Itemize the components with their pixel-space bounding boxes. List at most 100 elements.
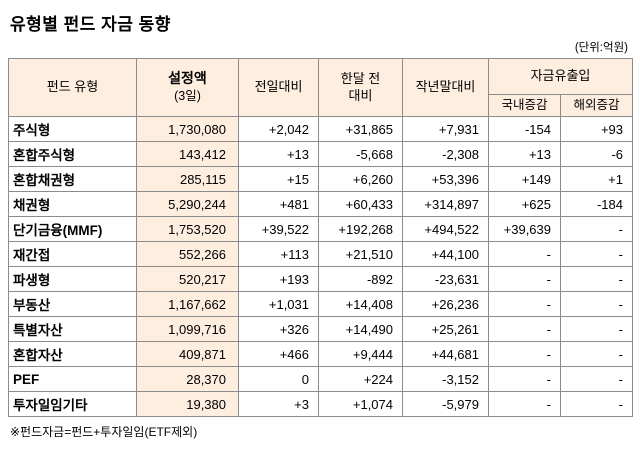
table-row: 파생형 520,217 +193 -892 -23,631- - (8, 266, 633, 292)
cell-flow-overseas: - (560, 391, 633, 417)
cell-amount: 552,266 (136, 241, 239, 267)
cell-month-change: +6,260 (318, 166, 403, 192)
cell-ytd-change: -2,308 (402, 141, 489, 167)
cell-fund-type: 재간접 (8, 241, 137, 267)
cell-month-change: +31,865 (318, 116, 403, 142)
header-flow-group: 자금유출입 (488, 58, 633, 95)
cell-flow-overseas: +1 (560, 166, 633, 192)
cell-ytd-change: -3,152 (402, 366, 489, 392)
cell-flow-domestic: +149 (488, 166, 561, 192)
cell-amount: 409,871 (136, 341, 239, 367)
cell-ytd-change: +44,681 (402, 341, 489, 367)
cell-day-change: +1,031 (238, 291, 319, 317)
cell-ytd-change: +25,261 (402, 316, 489, 342)
page-title: 유형별 펀드 자금 동향 (10, 15, 171, 34)
cell-fund-type: 부동산 (8, 291, 137, 317)
cell-amount: 520,217 (136, 266, 239, 292)
cell-flow-domestic: - (488, 341, 561, 367)
cell-fund-type: PEF (8, 366, 137, 392)
cell-amount: 5,290,244 (136, 191, 239, 217)
cell-day-change: +39,522 (238, 216, 319, 242)
cell-amount: 1,167,662 (136, 291, 239, 317)
footnote: ※펀드자금=펀드+투자일임(ETF제외) (10, 425, 198, 439)
cell-day-change: +113 (238, 241, 319, 267)
cell-day-change: +3 (238, 391, 319, 417)
cell-flow-domestic: - (488, 316, 561, 342)
table-row: 재간접 552,266 +113 +21,510 +44,100- - (8, 241, 633, 267)
cell-flow-overseas: - (560, 341, 633, 367)
header-month-change-line2: 대비 (348, 87, 373, 103)
cell-ytd-change: -23,631 (402, 266, 489, 292)
header-amount: 설정액 (3일) (136, 58, 239, 117)
cell-day-change: +481 (238, 191, 319, 217)
cell-day-change: +466 (238, 341, 319, 367)
cell-flow-domestic: - (488, 266, 561, 292)
cell-amount: 143,412 (136, 141, 239, 167)
cell-month-change: +60,433 (318, 191, 403, 217)
header-row-1: 펀드 유형 설정액 (3일) 전일대비 한달 전 대비 작년말대비 자금유출입 (8, 58, 633, 117)
cell-fund-type: 투자일임기타 (8, 391, 137, 417)
cell-flow-domestic: +13 (488, 141, 561, 167)
cell-amount: 1,730,080 (136, 116, 239, 142)
cell-day-change: 0 (238, 366, 319, 392)
cell-ytd-change: +7,931 (402, 116, 489, 142)
cell-day-change: +13 (238, 141, 319, 167)
table-row: 채권형 5,290,244 +481 +60,433 +314,897 +625 -184 (8, 191, 633, 217)
unit-note: (단위:억원) (574, 42, 628, 54)
cell-ytd-change: +44,100 (402, 241, 489, 267)
cell-fund-type: 혼합채권형 (8, 166, 137, 192)
cell-day-change: +193 (238, 266, 319, 292)
header-amount-date: (3일) (174, 88, 201, 103)
cell-flow-overseas: - (560, 316, 633, 342)
cell-ytd-change: +494,522 (402, 216, 489, 242)
cell-flow-overseas: - (560, 241, 633, 267)
header-month-change-line1: 한달 전 (340, 71, 381, 87)
header-month-change: 한달 전 대비 (318, 58, 403, 117)
cell-fund-type: 단기금융(MMF) (8, 216, 137, 242)
table-row: 특별자산 1,099,716 +326 +14,490 +25,261- - (8, 316, 633, 342)
table-row: PEF 28,370 0 +224 -3,152- - (8, 366, 633, 392)
cell-ytd-change: +26,236 (402, 291, 489, 317)
table-row: 혼합채권형 285,115 +15 +6,260 +53,396 +149 +1 (8, 166, 633, 192)
table-row: 투자일임기타 19,380 +3 +1,074 -5,979- - (8, 391, 633, 417)
table-row: 혼합자산 409,871 +466 +9,444 +44,681- - (8, 341, 633, 367)
cell-month-change: +224 (318, 366, 403, 392)
cell-fund-type: 파생형 (8, 266, 137, 292)
table-header: 펀드 유형 설정액 (3일) 전일대비 한달 전 대비 작년말대비 자금유출입 … (8, 58, 633, 117)
cell-flow-domestic: +625 (488, 191, 561, 217)
header-amount-label: 설정액 (168, 70, 207, 87)
cell-fund-type: 혼합자산 (8, 341, 137, 367)
cell-month-change: -5,668 (318, 141, 403, 167)
table-row: 부동산 1,167,662 +1,031 +14,408 +26,236- - (8, 291, 633, 317)
cell-month-change: +192,268 (318, 216, 403, 242)
cell-fund-type: 특별자산 (8, 316, 137, 342)
cell-month-change: +14,408 (318, 291, 403, 317)
cell-flow-overseas: - (560, 216, 633, 242)
cell-flow-overseas: - (560, 291, 633, 317)
fund-flow-table: 펀드 유형 설정액 (3일) 전일대비 한달 전 대비 작년말대비 자금유출입 … (8, 58, 633, 417)
table-row: 혼합주식형 143,412 +13 -5,668 -2,308 +13 -6 (8, 141, 633, 167)
cell-fund-type: 혼합주식형 (8, 141, 137, 167)
header-ytd-change: 작년말대비 (402, 58, 489, 117)
cell-day-change: +326 (238, 316, 319, 342)
cell-ytd-change: +53,396 (402, 166, 489, 192)
cell-amount: 1,099,716 (136, 316, 239, 342)
cell-month-change: +21,510 (318, 241, 403, 267)
table-row: 단기금융(MMF) 1,753,520 +39,522 +192,268 +494,52… (8, 216, 633, 242)
cell-flow-domestic: - (488, 241, 561, 267)
cell-month-change: +14,490 (318, 316, 403, 342)
cell-month-change: +9,444 (318, 341, 403, 367)
cell-flow-overseas: -184 (560, 191, 633, 217)
cell-fund-type: 주식형 (8, 116, 137, 142)
cell-amount: 1,753,520 (136, 216, 239, 242)
cell-day-change: +2,042 (238, 116, 319, 142)
cell-ytd-change: +314,897 (402, 191, 489, 217)
cell-amount: 28,370 (136, 366, 239, 392)
cell-day-change: +15 (238, 166, 319, 192)
header-day-change: 전일대비 (238, 58, 319, 117)
cell-flow-domestic: +39,639 (488, 216, 561, 242)
cell-ytd-change: -5,979 (402, 391, 489, 417)
cell-flow-overseas: - (560, 266, 633, 292)
header-flow-overseas: 해외증감 (560, 94, 633, 117)
